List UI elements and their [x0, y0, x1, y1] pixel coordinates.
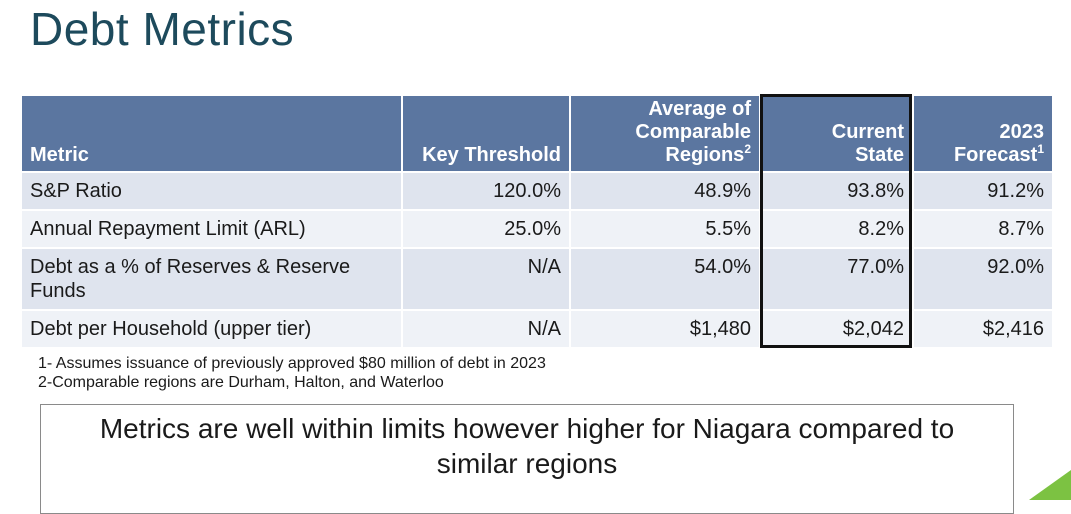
header-current-state: Current State [759, 96, 913, 172]
table-row: S&P Ratio 120.0% 48.9% 93.8% 91.2% [22, 171, 1052, 210]
row-key-threshold: N/A [401, 247, 570, 310]
footnotes: 1- Assumes issuance of previously approv… [38, 354, 546, 392]
row-2023-forecast: 8.7% [912, 209, 1052, 248]
header-average-comparable-regions: Average of Comparable Regions2 [569, 96, 760, 172]
page-title: Debt Metrics [30, 3, 295, 55]
debt-metrics-table: Metric Key Threshold Average of Comparab… [22, 96, 1052, 347]
footnote-marker: 2 [744, 142, 751, 156]
row-key-threshold: 25.0% [401, 209, 570, 248]
row-current-state: 93.8% [759, 171, 913, 210]
footnote-marker: 1 [1037, 142, 1044, 156]
header-key-threshold: Key Threshold [401, 96, 570, 172]
row-key-threshold: 120.0% [401, 171, 570, 210]
row-current-state: $2,042 [759, 309, 913, 347]
row-metric-name: S&P Ratio [22, 171, 402, 210]
row-average-comparable: $1,480 [569, 309, 760, 347]
row-average-comparable: 54.0% [569, 247, 760, 310]
row-metric-name: Debt per Household (upper tier) [22, 309, 402, 347]
row-average-comparable: 48.9% [569, 171, 760, 210]
footnote-2: 2-Comparable regions are Durham, Halton,… [38, 374, 444, 391]
corner-accent-shape [1029, 470, 1071, 500]
footnote-1: 1- Assumes issuance of previously approv… [38, 355, 546, 372]
callout-line-1: Metrics are well within limits however h… [99, 413, 955, 444]
callout-line-2: similar regions [436, 448, 618, 479]
row-2023-forecast: $2,416 [912, 309, 1052, 347]
header-metric: Metric [22, 96, 402, 172]
table-row: Annual Repayment Limit (ARL) 25.0% 5.5% … [22, 209, 1052, 248]
table-row: Debt per Household (upper tier) N/A $1,4… [22, 309, 1052, 347]
row-metric-name: Debt as a % of Reserves & Reserve Funds [22, 247, 402, 310]
row-2023-forecast: 92.0% [912, 247, 1052, 310]
row-average-comparable: 5.5% [569, 209, 760, 248]
table-row: Debt as a % of Reserves & Reserve Funds … [22, 247, 1052, 310]
row-current-state: 77.0% [759, 247, 913, 310]
row-2023-forecast: 91.2% [912, 171, 1052, 210]
table-header-row: Metric Key Threshold Average of Comparab… [22, 96, 1052, 172]
header-2023-forecast: 2023 Forecast1 [912, 96, 1052, 172]
row-current-state: 8.2% [759, 209, 913, 248]
row-metric-name: Annual Repayment Limit (ARL) [22, 209, 402, 248]
row-key-threshold: N/A [401, 309, 570, 347]
summary-callout: Metrics are well within limits however h… [40, 404, 1014, 514]
